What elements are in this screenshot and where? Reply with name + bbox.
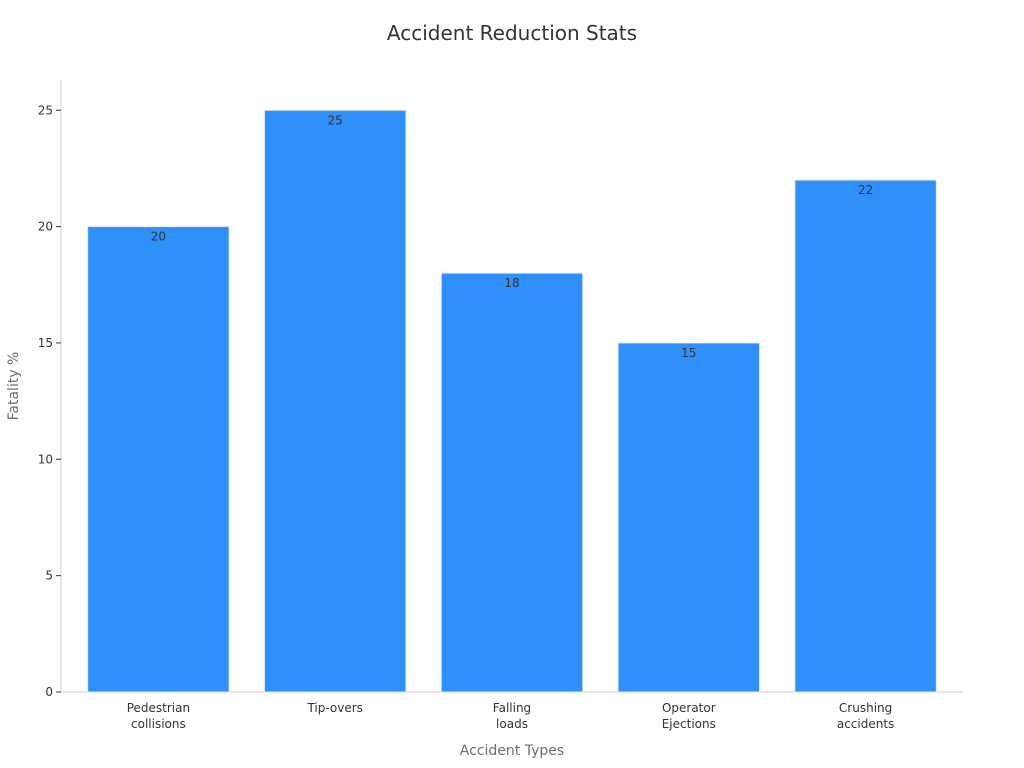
bar <box>794 179 937 693</box>
bars: 20 25 18 15 22 <box>87 109 937 693</box>
x-tick-label: Falling loads <box>493 701 531 731</box>
bar-value-label: 15 <box>681 346 696 360</box>
x-tick-label: Crushing accidents <box>837 701 894 731</box>
x-tick-label-line: accidents <box>837 717 894 731</box>
y-tick-label: 15 <box>38 336 53 350</box>
bar <box>617 342 761 693</box>
x-tick-label-line: loads <box>496 717 528 731</box>
x-tick-label-line: collisions <box>131 717 186 731</box>
bar-value-label: 25 <box>328 113 343 127</box>
x-tick-label: Tip-overs <box>306 701 362 715</box>
bar <box>440 272 584 693</box>
x-axis-title: Accident Types <box>460 743 564 759</box>
bar <box>263 109 407 693</box>
bar-value-label: 22 <box>858 183 873 197</box>
y-tick-label: 20 <box>38 220 53 234</box>
y-tick-label: 10 <box>38 452 53 466</box>
x-tick-label-line: Pedestrian <box>127 701 190 715</box>
y-axis: 0 5 10 15 20 25 <box>38 80 62 699</box>
y-tick-label: 5 <box>45 569 53 583</box>
x-tick-label: Operator Ejections <box>662 701 716 731</box>
x-tick-label-line: Tip-overs <box>306 701 362 715</box>
y-axis-title: Fatality % <box>6 352 22 421</box>
bar <box>87 226 230 693</box>
x-tick-label-line: Crushing <box>839 701 892 715</box>
bar-value-label: 20 <box>151 230 166 244</box>
chart-title: Accident Reduction Stats <box>387 21 637 45</box>
x-axis: Pedestrian collisions Tip-overs Falling load… <box>61 691 963 731</box>
y-tick-label: 0 <box>45 685 53 699</box>
y-tick-label: 25 <box>38 103 53 117</box>
x-tick-label-line: Ejections <box>662 717 716 731</box>
x-tick-label-line: Operator <box>662 701 716 715</box>
bar-value-label: 18 <box>504 276 519 290</box>
x-tick-label-line: Falling <box>493 701 531 715</box>
x-tick-label: Pedestrian collisions <box>127 701 190 731</box>
